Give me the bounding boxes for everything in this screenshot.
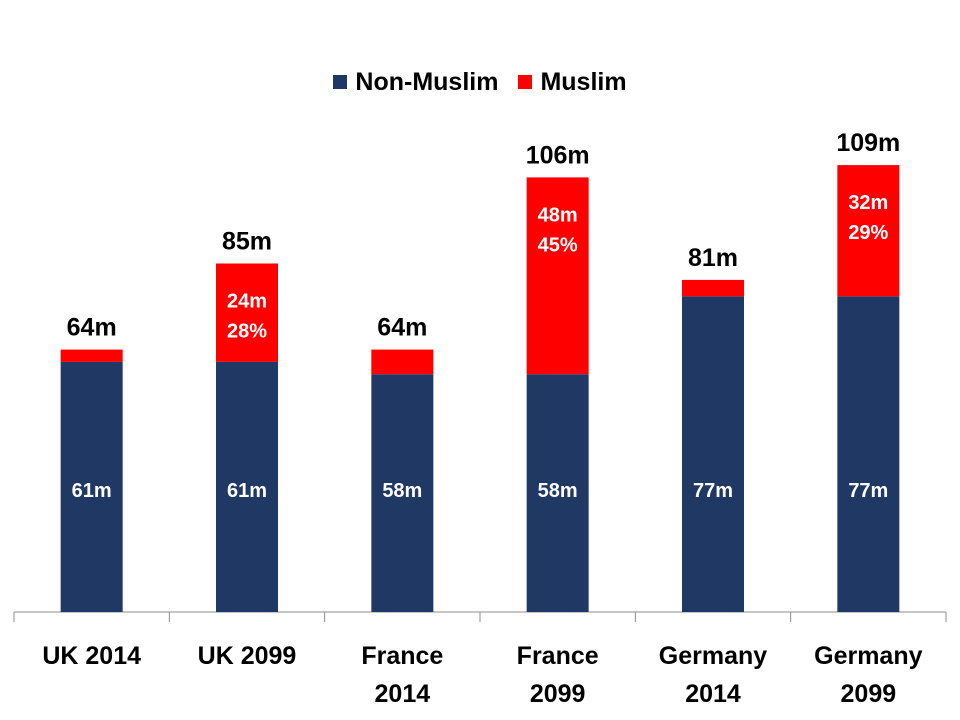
bar-non-muslim-5 xyxy=(837,296,900,612)
x-tick-label: France xyxy=(361,642,443,670)
bar-total-label: 64m xyxy=(377,314,427,342)
legend-swatch-muslim xyxy=(518,75,533,89)
data-label-non-muslim: 61m xyxy=(72,480,112,502)
bar-non-muslim-1 xyxy=(216,361,278,612)
bar-muslim-1 xyxy=(216,263,278,362)
x-tick-label: France xyxy=(517,642,599,670)
bar-muslim-2 xyxy=(371,349,434,375)
bar-muslim-3 xyxy=(526,177,589,375)
x-tick-label: UK 2099 xyxy=(198,642,297,670)
data-label-non-muslim: 58m xyxy=(382,480,422,502)
x-tick-label: Germany xyxy=(814,642,922,670)
bar-total-label: 85m xyxy=(222,228,272,256)
bar-non-muslim-4 xyxy=(682,296,744,612)
bar-muslim-0 xyxy=(60,349,123,362)
bar-non-muslim-0 xyxy=(60,361,123,612)
bar-non-muslim-3 xyxy=(526,374,589,612)
data-label-muslim: 24m xyxy=(227,291,267,313)
x-tick-label: 2099 xyxy=(841,680,897,708)
data-label-muslim: 45% xyxy=(538,234,578,256)
data-label-muslim: 29% xyxy=(848,222,888,244)
x-tick-label: 2014 xyxy=(375,680,431,708)
bar-total-label: 109m xyxy=(836,129,900,157)
x-tick-label: UK 2014 xyxy=(42,642,141,670)
legend-label-non-muslim: Non-Muslim xyxy=(355,67,499,96)
bar-total-label: 81m xyxy=(688,244,738,272)
data-label-non-muslim: 77m xyxy=(693,480,733,502)
data-label-muslim: 28% xyxy=(227,321,267,343)
x-tick-label: 2099 xyxy=(530,680,586,708)
x-tick-label: 2014 xyxy=(685,680,741,708)
legend-swatch-non-muslim xyxy=(333,75,348,89)
legend-item-non-muslim: Non-Muslim xyxy=(333,68,498,97)
bar-muslim-5 xyxy=(837,165,900,297)
bar-muslim-4 xyxy=(682,279,744,297)
bar-non-muslim-2 xyxy=(371,374,434,612)
chart-legend: Non-Muslim Muslim xyxy=(0,62,960,102)
data-label-non-muslim: 58m xyxy=(538,480,578,502)
x-tick-label: Germany xyxy=(659,642,767,670)
data-label-non-muslim: 77m xyxy=(848,480,888,502)
data-label-non-muslim: 61m xyxy=(227,480,267,502)
data-label-muslim: 48m xyxy=(538,204,578,226)
bar-total-label: 64m xyxy=(67,314,117,342)
legend-label-muslim: Muslim xyxy=(540,67,627,96)
bar-total-label: 106m xyxy=(526,141,590,169)
data-label-muslim: 32m xyxy=(848,192,888,214)
legend-item-muslim: Muslim xyxy=(518,67,627,97)
